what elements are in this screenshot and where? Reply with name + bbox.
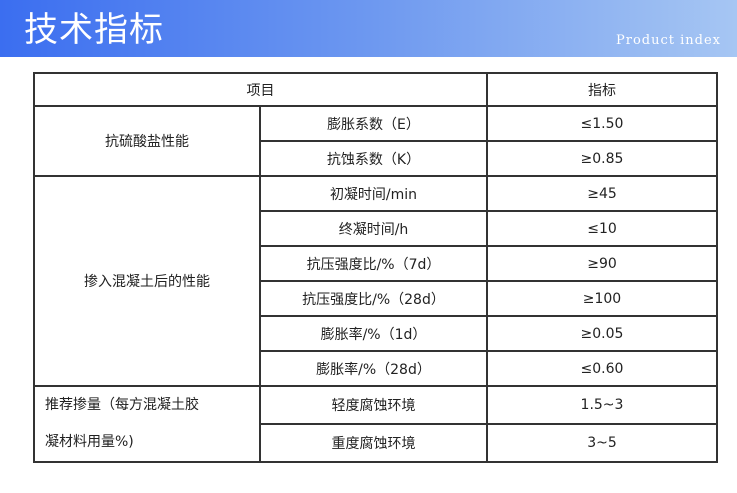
group-label-line: 推荐掺量（每方混凝土胶 [45, 397, 199, 413]
item-cell: 重度腐蚀环境 [259, 423, 488, 463]
table-row: 膨胀率/%（1d） ≥0.05 [34, 315, 718, 352]
value-cell: ≥90 [486, 245, 718, 282]
value-cell: 3~5 [486, 423, 718, 463]
item-cell: 终凝时间/h [259, 210, 488, 247]
spec-table: 项目 指标 抗硫酸盐性能 膨胀系数（E） ≤1.50 抗蚀系数（K） ≥0.85… [33, 72, 718, 463]
header-value: 指标 [486, 72, 718, 107]
value-cell: ≤0.60 [486, 350, 718, 387]
item-cell: 膨胀率/%（28d） [259, 350, 488, 387]
item-cell: 抗蚀系数（K） [259, 140, 488, 177]
item-cell: 膨胀率/%（1d） [259, 315, 488, 352]
table-row: 抗蚀系数（K） ≥0.85 [34, 140, 718, 177]
table-row: 终凝时间/h ≤10 [34, 210, 718, 247]
value-cell: ≥0.05 [486, 315, 718, 352]
group-label: 推荐掺量（每方混凝土胶 凝材料用量%) [33, 385, 261, 463]
table-row: 膨胀率/%（28d） ≤0.60 [34, 350, 718, 387]
table-row: 掺入混凝土后的性能 初凝时间/min ≥45 [33, 175, 718, 387]
table-row: 抗硫酸盐性能 膨胀系数（E） ≤1.50 [33, 105, 718, 177]
group-label: 抗硫酸盐性能 [33, 105, 261, 177]
item-cell: 轻度腐蚀环境 [259, 385, 488, 425]
page-title: 技术指标 [24, 10, 164, 50]
table-row: 抗压强度比/%（7d） ≥90 [34, 245, 718, 282]
page-subtitle: Product index [616, 33, 721, 48]
item-cell: 膨胀系数（E） [259, 105, 488, 142]
table-header-row: 项目 指标 [33, 72, 718, 107]
value-cell: 1.5~3 [486, 385, 718, 425]
value-cell: ≤10 [486, 210, 718, 247]
value-cell: ≥100 [486, 280, 718, 317]
header-item: 项目 [33, 72, 488, 107]
value-cell: ≤1.50 [486, 105, 718, 142]
group-label: 掺入混凝土后的性能 [33, 175, 261, 387]
header-banner: 技术指标 Product index [0, 0, 737, 57]
group-label-line: 凝材料用量%) [45, 434, 134, 450]
table-row: 重度腐蚀环境 3~5 [34, 423, 718, 463]
item-cell: 抗压强度比/%（7d） [259, 245, 488, 282]
value-cell: ≥0.85 [486, 140, 718, 177]
value-cell: ≥45 [486, 175, 718, 212]
table-row: 抗压强度比/%（28d） ≥100 [34, 280, 718, 317]
item-cell: 抗压强度比/%（28d） [259, 280, 488, 317]
table-row: 推荐掺量（每方混凝土胶 凝材料用量%) 轻度腐蚀环境 1.5~3 [33, 385, 718, 463]
item-cell: 初凝时间/min [259, 175, 488, 212]
